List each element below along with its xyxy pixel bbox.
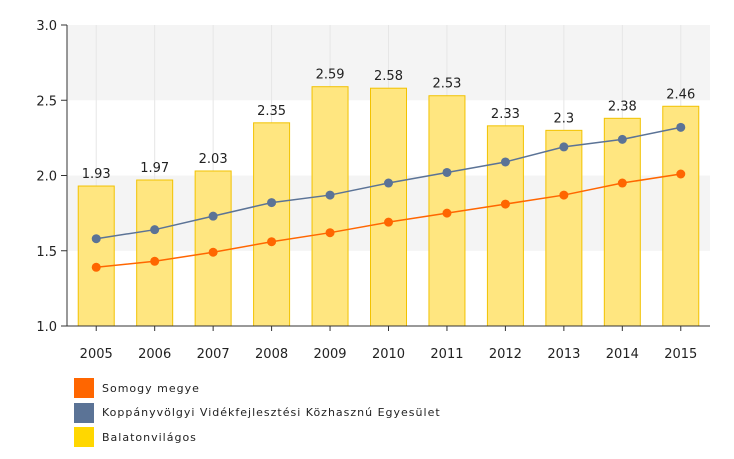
legend-swatch-somogy bbox=[74, 378, 94, 399]
x-tick-label-2013: 2013 bbox=[547, 347, 580, 362]
series-point-0-2008 bbox=[267, 237, 277, 247]
series-point-0-2009 bbox=[325, 228, 335, 238]
bars bbox=[77, 86, 700, 327]
bar-label-2015: 2.46 bbox=[666, 87, 695, 102]
x-ticks: 2005 2006 2007 2008 2009 2010 2011 2012 2013 2014… bbox=[80, 326, 697, 362]
legend-label-somogy: Somogy megye bbox=[102, 381, 200, 395]
series-point-1-2015 bbox=[676, 122, 686, 132]
bar-2014 bbox=[603, 117, 641, 327]
bar-2008 bbox=[253, 122, 291, 327]
x-tick-label-2009: 2009 bbox=[313, 347, 346, 362]
legend-swatch-balatonvilagos bbox=[74, 427, 94, 448]
series-point-0-2006 bbox=[150, 256, 160, 266]
legend-label-balatonvilagos: Balatonvilágos bbox=[102, 430, 197, 444]
bar-label-2005: 1.93 bbox=[82, 167, 111, 182]
bar-label-2006: 1.97 bbox=[140, 161, 169, 176]
bar-labels: 1.93 1.97 2.03 2.35 2.59 2.58 2.53 2.33 2.3 2.38 2… bbox=[82, 68, 695, 182]
series-point-0-2011 bbox=[442, 208, 452, 218]
legend-item-somogy[interactable]: Somogy megye bbox=[74, 376, 441, 401]
bar-2013 bbox=[545, 129, 583, 327]
bar-label-2010: 2.58 bbox=[374, 69, 403, 84]
legend: Somogy megye Koppányvölgyi Vidékfejleszt… bbox=[74, 376, 441, 450]
y-tick-label: 2.0 bbox=[36, 170, 57, 185]
y-ticks: 1.0 1.5 2.0 2.5 3.0 bbox=[36, 19, 67, 335]
series-point-0-2005 bbox=[91, 262, 101, 272]
series-point-1-2012 bbox=[500, 157, 510, 167]
bar-label-2014: 2.38 bbox=[608, 99, 637, 114]
bar-2009 bbox=[311, 86, 349, 327]
bar-label-2007: 2.03 bbox=[199, 152, 228, 167]
x-tick-label-2006: 2006 bbox=[138, 347, 171, 362]
x-tick-label-2008: 2008 bbox=[255, 347, 288, 362]
series-point-1-2013 bbox=[559, 142, 569, 152]
series-point-0-2013 bbox=[559, 190, 569, 200]
x-tick-label-2010: 2010 bbox=[372, 347, 405, 362]
y-tick-label: 1.0 bbox=[36, 320, 57, 335]
x-tick-label-2005: 2005 bbox=[80, 347, 113, 362]
bar-label-2008: 2.35 bbox=[257, 104, 286, 119]
chart: 1.93 1.97 2.03 2.35 2.59 2.58 2.53 2.33 2.3 2.38 2… bbox=[36, 19, 710, 362]
bar-2006 bbox=[136, 179, 174, 327]
series-point-0-2014 bbox=[617, 178, 627, 188]
bar-2005 bbox=[77, 185, 115, 327]
series-point-1-2014 bbox=[617, 134, 627, 144]
legend-swatch-koppanyvolgyi bbox=[74, 402, 94, 423]
bar-label-2013: 2.3 bbox=[554, 111, 575, 126]
series-point-1-2008 bbox=[267, 198, 277, 208]
bar-label-2009: 2.59 bbox=[316, 68, 345, 83]
y-tick-label: 2.5 bbox=[36, 94, 57, 109]
legend-item-koppanyvolgyi[interactable]: Koppányvölgyi Vidékfejlesztési Közhasznú… bbox=[74, 401, 441, 426]
series-point-1-2007 bbox=[208, 211, 218, 221]
series-point-0-2007 bbox=[208, 247, 218, 257]
bar-2015 bbox=[662, 105, 700, 327]
legend-label-koppanyvolgyi: Koppányvölgyi Vidékfejlesztési Közhasznú… bbox=[102, 406, 441, 420]
bar-2012 bbox=[486, 125, 524, 327]
series-point-1-2005 bbox=[91, 234, 101, 244]
x-tick-label-2012: 2012 bbox=[489, 347, 522, 362]
series-point-1-2006 bbox=[150, 225, 160, 235]
series-point-0-2012 bbox=[500, 199, 510, 209]
series-point-1-2010 bbox=[384, 178, 393, 188]
series-point-0-2015 bbox=[676, 169, 686, 179]
series-point-1-2009 bbox=[325, 190, 335, 200]
x-tick-label-2011: 2011 bbox=[430, 347, 463, 362]
y-tick-label: 1.5 bbox=[36, 245, 57, 260]
x-tick-label-2007: 2007 bbox=[197, 347, 230, 362]
x-tick-label-2014: 2014 bbox=[606, 347, 639, 362]
series-point-0-2010 bbox=[384, 217, 393, 227]
bar-label-2012: 2.33 bbox=[491, 107, 520, 122]
legend-item-balatonvilagos[interactable]: Balatonvilágos bbox=[74, 425, 441, 450]
series-point-1-2011 bbox=[442, 167, 452, 177]
bar-2010 bbox=[370, 87, 407, 327]
bar-label-2011: 2.53 bbox=[432, 77, 461, 92]
series-points bbox=[91, 122, 686, 272]
x-tick-label-2015: 2015 bbox=[664, 347, 697, 362]
y-tick-label: 3.0 bbox=[36, 19, 57, 34]
